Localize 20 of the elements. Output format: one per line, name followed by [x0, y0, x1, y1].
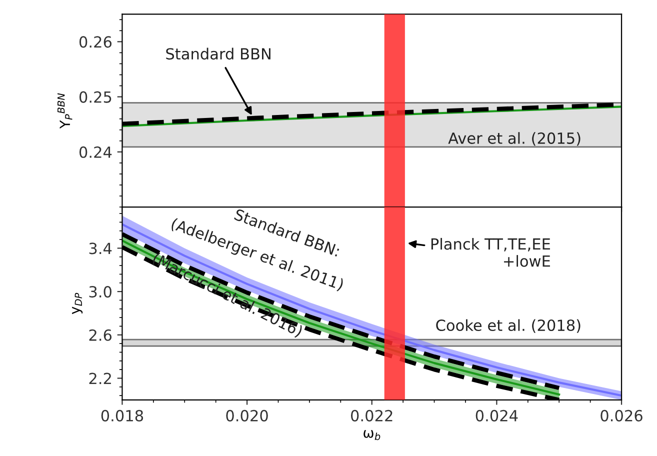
line-series: [122, 106, 622, 128]
x-tick-label: 0.026: [600, 410, 642, 422]
x-tick-label: 0.022: [351, 410, 392, 422]
y-tick-label: 3.4: [89, 242, 112, 254]
y-tick-label: 3.0: [89, 286, 112, 298]
y-tick-label: 2.6: [89, 329, 112, 341]
annotation: Aver et al. (2015): [448, 132, 580, 146]
y-axis-title: Y$_{P}$$^{BBN}$: [58, 93, 72, 129]
y-axis-title: y$_{DP}$: [72, 292, 83, 314]
annotation: Standard BBN: [166, 48, 270, 60]
x-tick-label: 0.024: [476, 410, 518, 422]
annotation: Planck TT,TE,EE +lowE: [431, 238, 550, 267]
y-tick-label: 0.25: [79, 91, 112, 103]
x-tick-label: 0.018: [101, 410, 144, 422]
x-axis-title: ω$_{b}$: [364, 430, 380, 440]
y-tick-label: 0.26: [79, 36, 112, 48]
x-tick-label: 0.020: [226, 410, 268, 422]
annotation: Cooke et al. (2018): [436, 319, 580, 333]
y-tick-label: 0.24: [79, 146, 112, 158]
y-tick-label: 2.2: [89, 372, 111, 384]
